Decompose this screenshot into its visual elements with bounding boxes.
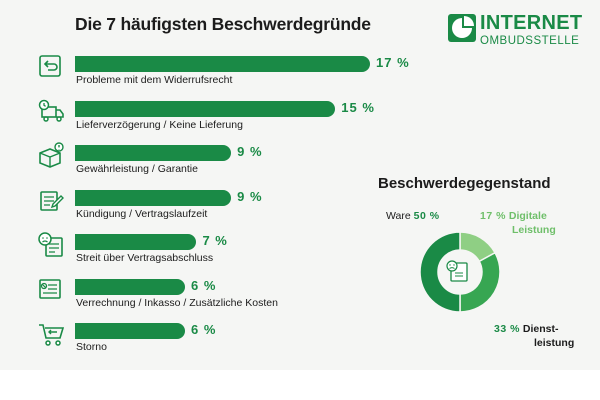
bar-category-label: Lieferverzögerung / Keine Lieferung [76,118,243,131]
bar-value-label: 15 % [341,99,375,115]
pie-label-dienst-name-1: Dienst- [522,323,559,335]
pie-label-dienst: 33 % Dienst- leistung [494,322,574,350]
bar-value-label: 17 % [376,55,410,70]
bar-row: 7 % Streit über Vertragsabschluss [0,230,420,274]
bar [75,234,197,250]
bar-value-label: 6 % [191,322,217,337]
bar-row: 15 % Lieferverzögerung / Keine Lieferung [0,97,420,141]
infographic: Die 7 häufigsten Beschwerdegründe INTERN… [0,0,600,370]
logo-text-internet: INTERNET [480,12,583,34]
pie-label-ware: Ware 50 % [386,209,440,223]
bar-row: 6 % Storno [0,319,420,363]
bar [75,100,336,117]
logo-text-ombudsstelle: OMBUDSSTELLE [480,35,580,47]
bar [75,145,232,161]
pie-label-ware-value: 50 % [413,210,440,222]
pie-slice-dienstleistung [459,251,501,313]
bar [75,189,232,206]
dispute-document-icon [38,232,63,257]
pie-label-digital-name-2: Leistung [512,224,556,236]
brand-logo: INTERNET OMBUDSSTELLE [448,12,598,52]
bar [75,278,185,295]
contract-cancel-icon [40,190,64,211]
pie-slice-ware [419,231,461,313]
bar-row: 17 % Probleme mit dem Widerrufsrecht [0,52,420,96]
delivery-truck-icon [38,99,64,122]
pie-label-dienst-value: 33 % [494,323,520,335]
pie-label-digital: 17 % Digitale Leistung [480,209,556,237]
bar-value-label: 9 % [237,188,263,204]
logo-mark-icon [448,14,476,42]
bar-value-label: 6 % [191,277,217,293]
bar-category-label: Streit über Vertragsabschluss [76,252,214,264]
bar-category-label: Gewährleistung / Garantie [76,163,198,175]
bar-category-label: Verrechnung / Inkasso / Zusätzliche Kost… [76,296,278,309]
cart-return-icon [39,324,65,346]
invoice-icon [39,278,61,299]
bar-category-label: Kündigung / Vertragslaufzeit [76,207,208,220]
bar-row: 9 % Gewährleistung / Garantie [0,141,420,185]
pie-label-digital-value: 17 % [480,210,506,222]
warranty-box-icon [39,142,64,168]
bar-chart-title: Die 7 häufigsten Beschwerdegründe [75,14,371,34]
pie-label-ware-name: Ware [386,210,411,222]
pie-chart-title: Beschwerdegegenstand [378,175,551,192]
bar-row: 9 % Kündigung / Vertragslaufzeit [0,186,420,230]
return-box-icon [39,55,61,77]
bar [75,56,370,72]
bar-category-label: Probleme mit dem Widerrufsrecht [76,74,233,86]
pie-center-icon [446,260,468,282]
bar [75,323,185,339]
bar-category-label: Storno [76,341,107,353]
bar-value-label: 7 % [202,233,228,248]
bar-value-label: 9 % [237,144,263,159]
bar-row: 6 % Verrechnung / Inkasso / Zusätzliche K… [0,275,420,319]
footer-space [0,370,600,400]
pie-label-dienst-name-2: leistung [534,337,575,349]
pie-label-digital-name-1: Digitale [508,210,547,222]
